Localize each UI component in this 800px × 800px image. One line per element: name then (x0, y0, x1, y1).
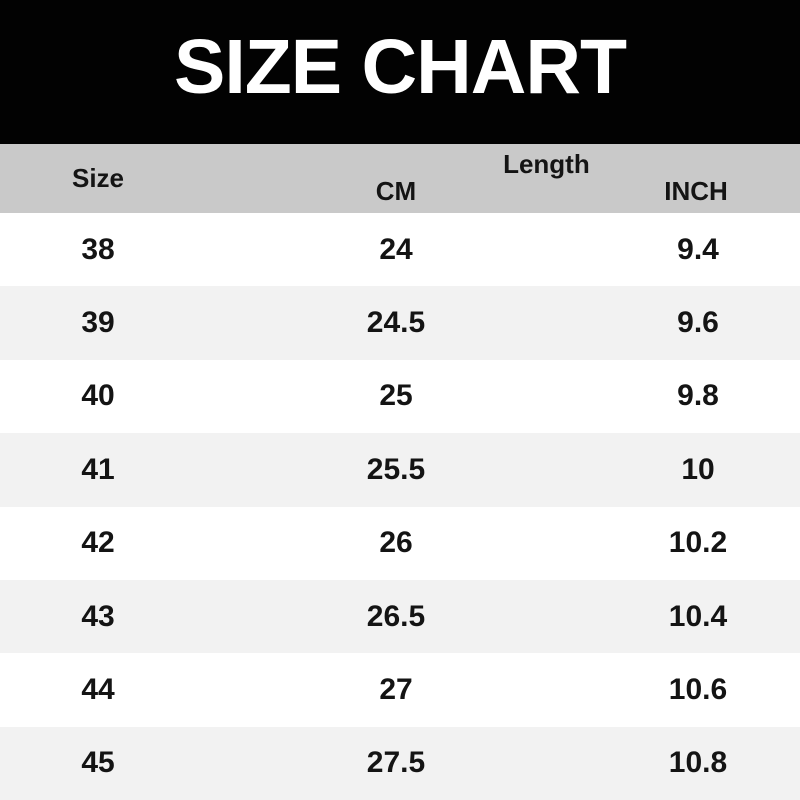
col-header-size: Size (71, 163, 125, 193)
cell-inch: 10.8 (668, 746, 728, 780)
cell-cm: 26 (379, 526, 413, 560)
table-row: 45 27.5 10.8 (0, 726, 800, 800)
page-title: SIZE CHART (174, 23, 627, 110)
table-row: 42 26 10.2 (0, 506, 800, 580)
table-row: 39 24.5 9.6 (0, 286, 800, 360)
title-banner: SIZE CHART (0, 0, 800, 144)
cell-inch: 10.4 (668, 599, 728, 633)
table-row: 41 25.5 10 (0, 433, 800, 507)
cell-size: 45 (81, 746, 115, 780)
cell-size: 40 (81, 379, 115, 413)
col-header-inch: INCH (664, 176, 728, 206)
table-row: 43 26.5 10.4 (0, 579, 800, 654)
cell-size: 38 (81, 232, 115, 266)
cell-cm: 24 (379, 232, 413, 266)
cell-cm: 24.5 (366, 306, 426, 340)
table-header: Size Length CM INCH (0, 144, 800, 213)
cell-size: 39 (81, 306, 115, 340)
cell-size: 42 (81, 526, 115, 560)
cell-cm: 26.5 (366, 599, 426, 633)
cell-inch: 10 (681, 452, 715, 486)
cell-cm: 27 (379, 672, 413, 706)
cell-cm: 25 (379, 379, 413, 413)
col-header-cm: CM (375, 176, 417, 206)
cell-cm: 27.5 (366, 746, 426, 780)
table-row: 44 27 10.6 (0, 653, 800, 727)
cell-inch: 9.6 (677, 306, 719, 340)
col-header-length-group: Length (503, 149, 590, 179)
table-body: 38 24 9.4 39 24.5 9.6 40 25 9.8 41 25.5 … (0, 213, 800, 800)
cell-size: 44 (81, 672, 115, 706)
cell-size: 43 (81, 599, 115, 633)
cell-inch: 10.2 (668, 526, 728, 560)
cell-size: 41 (81, 452, 115, 486)
cell-cm: 25.5 (366, 452, 426, 486)
table-row: 38 24 9.4 (0, 213, 800, 287)
table-row: 40 25 9.8 (0, 359, 800, 434)
cell-inch: 9.4 (677, 232, 719, 266)
cell-inch: 9.8 (677, 379, 719, 413)
cell-inch: 10.6 (668, 672, 728, 706)
